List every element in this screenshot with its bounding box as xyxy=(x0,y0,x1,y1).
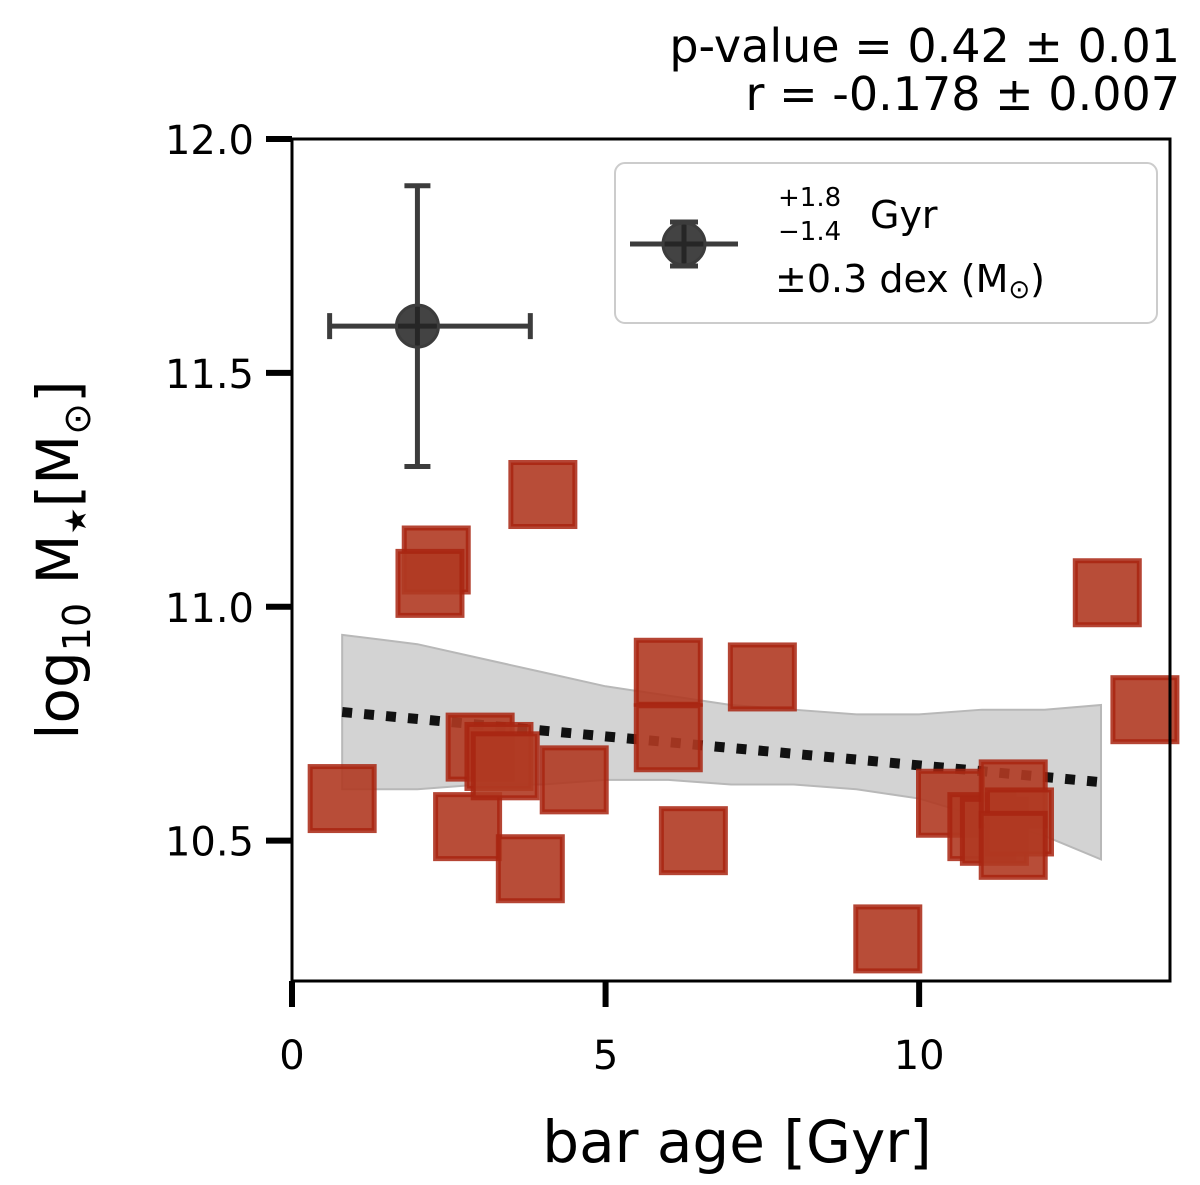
data-point-13 xyxy=(658,806,728,876)
data-point-22 xyxy=(1072,558,1142,628)
data-point-10 xyxy=(539,745,609,815)
y-label-bracket: [M xyxy=(24,435,92,508)
legend-marker xyxy=(661,221,707,267)
data-point-1 xyxy=(307,764,377,834)
y-axis-ticks: 10.5 11.0 11.5 12.0 xyxy=(165,118,292,866)
legend-line2: ±0.3 dex (M⊙) xyxy=(775,257,1045,305)
data-point-15 xyxy=(853,904,923,974)
r-value-label: r = -0.178 ± 0.007 xyxy=(746,67,1180,121)
p-value-label: p-value = 0.42 ± 0.01 xyxy=(669,19,1180,73)
data-point-8 xyxy=(470,731,540,801)
legend-close: ) xyxy=(1030,257,1045,301)
errorbar-marker xyxy=(394,303,440,349)
data-point-3 xyxy=(395,548,465,618)
y-label-sub: 10 xyxy=(55,603,99,651)
legend-sup: +1.8 xyxy=(778,183,841,213)
y-tick-label-11.5: 11.5 xyxy=(165,352,254,398)
data-point-12 xyxy=(633,703,703,773)
y-tick-label-10.5: 10.5 xyxy=(165,820,254,866)
data-point-21 xyxy=(978,810,1048,880)
y-label-close: ] xyxy=(24,380,92,403)
x-tick-label-10: 10 xyxy=(894,1033,945,1079)
x-tick-label-5: 5 xyxy=(593,1033,618,1079)
data-point-11 xyxy=(633,637,703,707)
x-tick-label-0: 0 xyxy=(279,1033,304,1079)
data-point-23 xyxy=(1110,675,1180,745)
legend-unit: Gyr xyxy=(870,193,938,237)
y-tick-label-11.0: 11.0 xyxy=(165,586,254,632)
data-point-14 xyxy=(727,642,797,712)
legend-sub: −1.4 xyxy=(778,217,841,247)
fit-line-layer xyxy=(341,707,1102,788)
legend: +1.8 −1.4 Gyr ±0.3 dex (M⊙) xyxy=(614,162,1158,324)
y-label-sun: ⊙ xyxy=(55,403,99,435)
data-point-9 xyxy=(495,834,565,904)
x-axis-label: bar age [Gyr] xyxy=(542,1108,932,1176)
data-point-4 xyxy=(508,460,578,530)
y-tick-label-12.0: 12.0 xyxy=(165,118,254,164)
legend-line1: +1.8 −1.4 Gyr xyxy=(778,183,938,247)
fit-line xyxy=(341,707,1102,788)
y-axis-label: log10 M★[M⊙] xyxy=(24,380,99,739)
example-errorbar-layer xyxy=(327,183,533,469)
y-label-m: M xyxy=(24,534,92,602)
y-label-log: log xyxy=(24,651,92,739)
plot-frame xyxy=(290,137,1172,983)
legend-sun-symbol: ⊙ xyxy=(1008,275,1030,305)
legend-line2-main: ±0.3 dex (M xyxy=(775,257,1008,301)
data-points-layer xyxy=(307,460,1180,974)
legend-box xyxy=(614,162,1158,324)
data-point-5 xyxy=(433,792,503,862)
x-axis-ticks: 0 5 10 xyxy=(279,981,945,1079)
y-label-star: ★ xyxy=(59,507,94,534)
